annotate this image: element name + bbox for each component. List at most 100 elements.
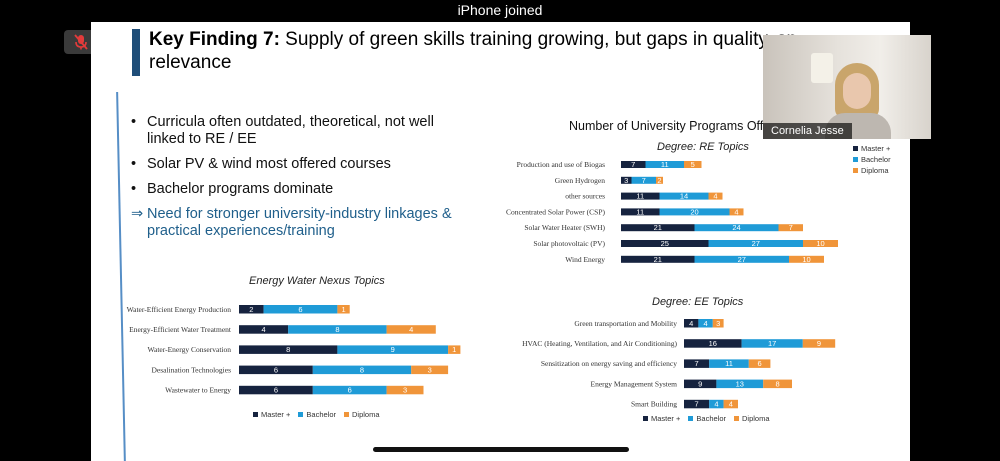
- category-label: HVAC (Heating, Ventilation, and Air Cond…: [522, 339, 677, 348]
- nexus-chart-title: Energy Water Nexus Topics: [249, 275, 385, 287]
- data-label: 3: [428, 365, 432, 374]
- data-label: 1: [452, 345, 456, 354]
- category-label: Wind Energy: [565, 255, 605, 264]
- bar-segment-bachelor: [708, 240, 803, 247]
- data-label: 24: [732, 223, 740, 232]
- bar-segment-bachelor: [312, 385, 387, 395]
- ee-legend: Master + Bachelor Diploma: [643, 414, 770, 423]
- bar-segment-diploma: [789, 255, 824, 263]
- data-label: 2: [657, 176, 661, 185]
- data-label: 8: [335, 325, 339, 334]
- data-label: 2: [249, 305, 253, 314]
- bar-segment-master: [239, 305, 264, 314]
- data-label: 17: [768, 339, 776, 348]
- data-label: 7: [695, 359, 699, 368]
- bar-segment-bachelor: [659, 192, 709, 200]
- bar-segment-diploma: [448, 345, 461, 354]
- category-label: Production and use of Biogas: [517, 160, 605, 169]
- data-label: 5: [691, 160, 695, 169]
- data-label: 7: [642, 176, 646, 185]
- bar-segment-bachelor: [659, 208, 730, 216]
- category-label: Desalination Technologies: [151, 365, 231, 374]
- category-label: Water-Energy Conservation: [148, 345, 232, 354]
- data-label: 10: [802, 255, 810, 264]
- bullet-item: • Curricula often outdated, theoretical, …: [131, 114, 434, 147]
- bar-segment-master: [684, 319, 699, 328]
- category-label: Green transportation and Mobility: [574, 319, 677, 328]
- data-label: 4: [734, 207, 738, 216]
- category-label: Green Hydrogen: [555, 176, 605, 185]
- bar-segment-master: [239, 385, 313, 395]
- category-label: Solar Water Heater (SWH): [524, 223, 605, 232]
- slide-title: Key Finding 7: Supply of green skills tr…: [149, 28, 909, 74]
- bar-segment-diploma: [337, 305, 350, 314]
- bar-segment-diploma: [656, 176, 663, 184]
- data-label: 11: [636, 207, 644, 216]
- data-label: 8: [776, 379, 780, 388]
- data-label: 13: [736, 379, 744, 388]
- bullet-item: • Bachelor programs dominate: [131, 181, 334, 197]
- legend-item-bachelor: Bachelor: [853, 155, 891, 164]
- data-label: 9: [391, 345, 395, 354]
- bar-segment-master: [684, 379, 717, 389]
- data-label: 27: [752, 239, 760, 248]
- bar-segment-master: [621, 161, 646, 168]
- data-label: 11: [725, 359, 733, 368]
- legend-item-bachelor: Bachelor: [298, 410, 336, 419]
- bar-segment-bachelor: [709, 359, 749, 368]
- legend-item-master: Master +: [253, 410, 290, 419]
- re-legend: Master + Bachelor Diploma: [853, 144, 891, 175]
- category-label: Solar photovoltaic (PV): [533, 239, 605, 248]
- category-label: Sensitization on energy saving and effic…: [541, 359, 677, 368]
- participant-face: [843, 73, 871, 109]
- data-label: 7: [631, 160, 635, 169]
- highlight-item: ⇒ Need for stronger university-industry l…: [131, 206, 461, 240]
- participant-video-tile[interactable]: Cornelia Jesse: [763, 35, 931, 139]
- bar-segment-bachelor: [312, 365, 412, 375]
- data-label: 21: [654, 223, 662, 232]
- category-label: Concentrated Solar Power (CSP): [506, 207, 605, 216]
- data-label: 6: [274, 386, 278, 395]
- data-label: 4: [262, 325, 266, 334]
- re-chart-title: Degree: RE Topics: [657, 141, 749, 153]
- data-label: 6: [274, 365, 278, 374]
- data-label: 11: [636, 192, 644, 201]
- slide-title-rest: Supply of green skills training growing,…: [279, 29, 798, 50]
- data-label: 3: [716, 319, 720, 328]
- bar-segment-diploma: [708, 192, 723, 200]
- category-label: other sources: [565, 192, 605, 201]
- annotation-line: [116, 92, 126, 461]
- data-label: 4: [689, 319, 693, 328]
- participant-name-label: Cornelia Jesse: [763, 123, 852, 139]
- data-label: 3: [624, 176, 628, 185]
- bar-segment-bachelor: [709, 399, 724, 409]
- bar-segment-master: [239, 345, 338, 354]
- legend-item-master: Master +: [643, 414, 680, 423]
- bar-segment-bachelor: [716, 379, 764, 389]
- data-label: 6: [348, 386, 352, 395]
- bar-segment-diploma: [803, 240, 838, 247]
- bar-segment-bachelor: [698, 319, 713, 328]
- re-topics-chart: Production and use of Biogas 7 11 5 Green Hy…: [506, 160, 838, 264]
- main-chart-title: Number of University Programs Off: [569, 119, 764, 133]
- bar-segment-master: [684, 399, 710, 409]
- bar-segment-bachelor: [694, 255, 789, 263]
- data-label: 3: [403, 386, 407, 395]
- category-label: Water-Efficient Energy Production: [127, 305, 232, 314]
- bullet-list: • Curricula often outdated, theoretical, …: [131, 114, 461, 248]
- ee-chart-title: Degree: EE Topics: [652, 296, 744, 308]
- call-status-text: iPhone joined: [457, 2, 543, 18]
- ee-topics-chart: Green transportation and Mobility 4 4 3HVAC…: [522, 319, 836, 409]
- data-label: 16: [709, 339, 717, 348]
- category-label: Energy Management System: [590, 379, 677, 388]
- data-label: 8: [286, 345, 290, 354]
- data-label: 27: [738, 255, 746, 264]
- data-label: 1: [341, 305, 345, 314]
- mic-muted-icon: [74, 34, 88, 50]
- data-label: 6: [298, 305, 302, 314]
- data-label: 14: [680, 192, 688, 201]
- category-label: Energy-Efficient Water Treatment: [129, 325, 232, 334]
- bar-segment-bachelor: [263, 305, 338, 314]
- bar-segment-diploma: [684, 161, 702, 168]
- data-label: 7: [789, 223, 793, 232]
